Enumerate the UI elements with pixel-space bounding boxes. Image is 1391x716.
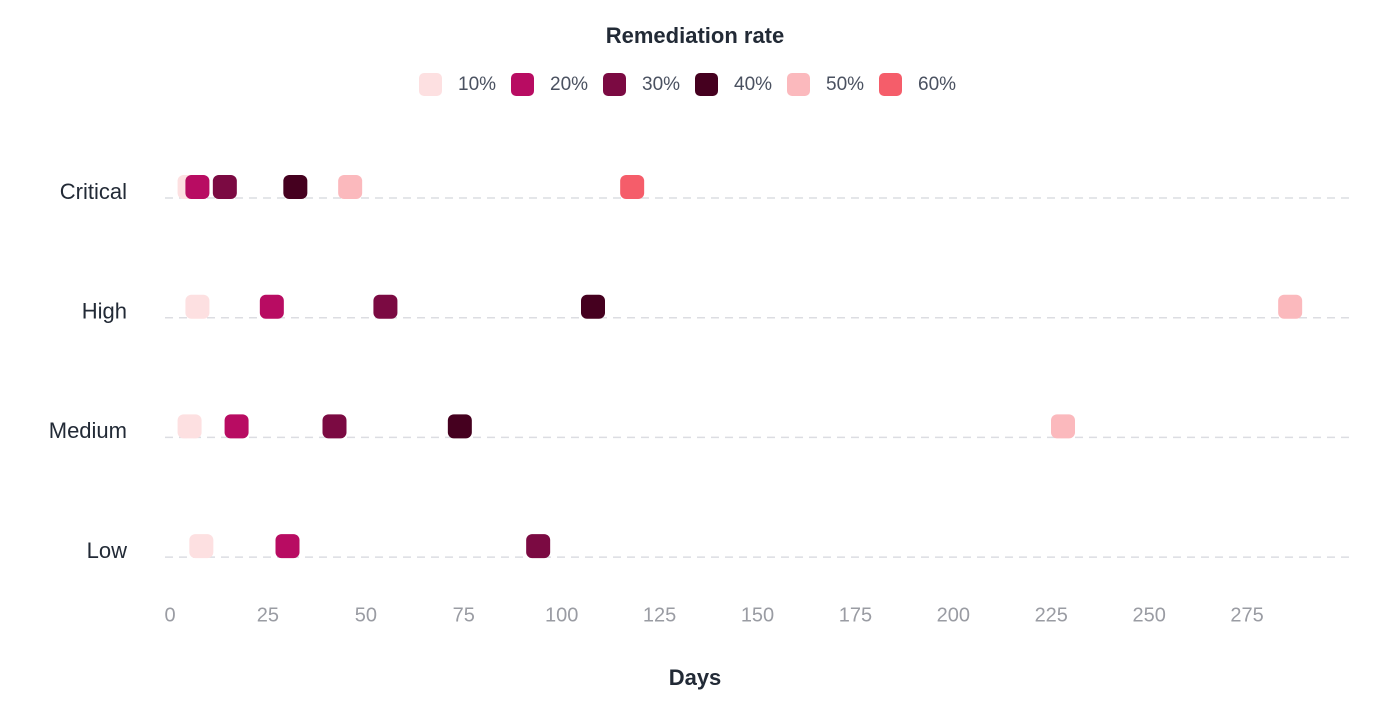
dot <box>1278 294 1303 319</box>
dot <box>212 175 237 199</box>
legend-swatch <box>787 73 810 96</box>
chart-title: Remediation rate <box>606 23 785 48</box>
x-tick-label: 250 <box>1132 604 1165 626</box>
dot <box>185 294 210 319</box>
dot <box>447 414 472 439</box>
dot <box>526 534 551 559</box>
x-tick-label: 275 <box>1230 604 1263 626</box>
x-tick-label: 0 <box>164 604 175 626</box>
x-tick-label: 25 <box>257 604 279 626</box>
legend-label: 10% <box>458 74 496 95</box>
x-tick-label: 75 <box>453 604 475 626</box>
x-tick-label: 225 <box>1035 604 1068 626</box>
x-tick-label: 175 <box>839 604 872 626</box>
dot <box>620 175 645 199</box>
legend-label: 40% <box>734 74 772 95</box>
legend-swatch <box>879 73 902 96</box>
dot <box>185 175 210 199</box>
x-tick-label: 125 <box>643 604 676 626</box>
x-tick-label: 200 <box>937 604 970 626</box>
y-tick-label: Medium <box>49 418 127 443</box>
dot <box>189 534 214 559</box>
y-tick-label: Critical <box>60 179 127 204</box>
x-tick-label: 50 <box>355 604 377 626</box>
legend-label: 20% <box>550 74 588 95</box>
legend-swatch <box>419 73 442 96</box>
dot <box>322 414 347 439</box>
y-tick-label: Low <box>87 538 127 563</box>
dot <box>338 175 363 199</box>
legend-swatch <box>511 73 534 96</box>
legend-swatch <box>695 73 718 96</box>
dot <box>259 294 284 319</box>
x-tick-label: 150 <box>741 604 774 626</box>
legend-label: 30% <box>642 74 680 95</box>
dot <box>283 175 308 199</box>
dot <box>1051 414 1075 439</box>
dot <box>275 534 300 559</box>
legend-label: 60% <box>918 74 956 95</box>
dot <box>224 414 249 439</box>
y-tick-label: High <box>82 299 127 324</box>
dot <box>373 294 398 319</box>
x-tick-label: 100 <box>545 604 578 626</box>
dot <box>581 294 605 319</box>
legend-label: 50% <box>826 74 864 95</box>
x-axis-title: Days <box>669 665 722 690</box>
dot <box>177 414 202 439</box>
legend-swatch <box>603 73 626 96</box>
